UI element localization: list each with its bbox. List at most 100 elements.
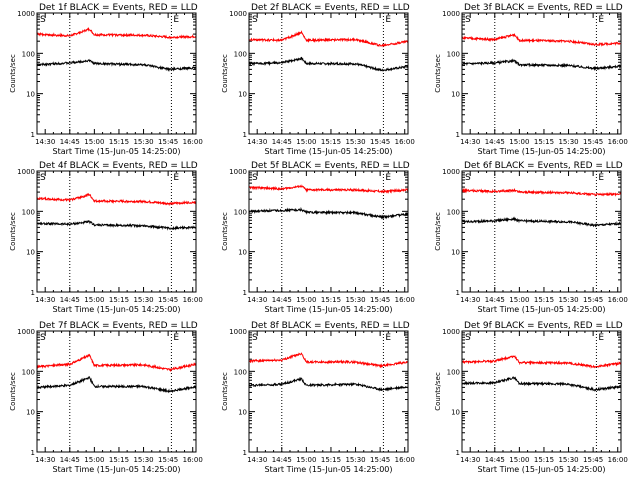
x-tick-label: 14:30 [460,296,480,304]
end-marker-label: E [173,15,179,25]
plot-frame [248,170,409,293]
start-marker-label: S [252,333,258,343]
y-tick-label: 100 [22,50,35,58]
end-marker-label: E [598,173,604,183]
x-tick-label: 15:00 [84,296,104,304]
detector-panel: Det 9f BLACK = Events, RED = LLD Counts/s… [434,321,628,474]
y-tick-label: 100 [22,208,35,216]
end-marker-label: E [385,15,391,25]
end-marker-label: E [598,15,604,25]
detector-panel: Det 2f BLACK = Events, RED = LLD Counts/s… [221,3,415,156]
x-tick-label: 15:45 [370,296,390,304]
events-series-line [248,376,409,392]
x-tick-label: 14:45 [60,296,80,304]
x-tick-label: 15:15 [321,138,341,146]
y-tick-label: 1 [243,449,247,457]
y-tick-label: 1 [243,289,247,297]
events-series-line [461,216,622,228]
x-axis-label: Start Time (15-Jun-05 14:25:00) [53,305,181,314]
x-tick-label: 15:15 [109,296,129,304]
y-tick-label: 100 [447,50,460,58]
panel-title: Det 4f BLACK = Events, RED = LLD [39,161,198,171]
panel-title: Det 3f BLACK = Events, RED = LLD [464,3,623,13]
x-tick-label: 15:00 [296,456,316,464]
x-tick-label: 15:45 [370,456,390,464]
events-series-line [248,206,409,220]
panel-title: Det 7f BLACK = Events, RED = LLD [39,321,198,331]
events-series-line [36,58,197,72]
y-tick-label: 100 [447,208,460,216]
plot-frame [248,330,409,453]
y-tick-label: 1000 [229,328,247,336]
detector-panel: Det 7f BLACK = Events, RED = LLD Counts/s… [9,321,203,474]
y-tick-label: 1000 [229,168,247,176]
start-marker-label: S [465,173,471,183]
detector-panel: Det 5f BLACK = Events, RED = LLD Counts/s… [221,161,415,314]
x-axis-label: Start Time (15-Jun-05 14:25:00) [478,465,606,474]
x-axis-label: Start Time (15-Jun-05 14:25:00) [478,305,606,314]
panel-title: Det 8f BLACK = Events, RED = LLD [251,321,410,331]
x-tick-label: 15:15 [321,296,341,304]
plot-frame [461,330,622,453]
x-tick-label: 16:00 [395,296,415,304]
panel-title: Det 5f BLACK = Events, RED = LLD [251,161,410,171]
y-tick-label: 10 [451,91,460,99]
x-tick-label: 15:30 [345,296,365,304]
x-tick-label: 15:15 [321,456,341,464]
end-marker-label: E [385,333,391,343]
y-tick-label: 10 [26,91,35,99]
x-tick-label: 15:45 [158,456,178,464]
y-axis-label: Counts/sec [434,212,442,251]
x-tick-label: 15:45 [158,296,178,304]
start-marker-label: S [465,333,471,343]
start-marker-label: S [252,173,258,183]
events-series-line [461,58,622,72]
x-tick-label: 15:30 [133,138,153,146]
x-tick-label: 14:30 [35,456,55,464]
x-tick-label: 15:00 [296,296,316,304]
x-tick-label: 15:45 [583,138,603,146]
panel-title: Det 9f BLACK = Events, RED = LLD [464,321,623,331]
panel-title: Det 1f BLACK = Events, RED = LLD [39,3,198,13]
y-tick-label: 1000 [442,10,460,18]
x-tick-label: 15:00 [509,456,529,464]
x-tick-label: 15:30 [345,138,365,146]
y-tick-label: 1000 [17,10,35,18]
events-series-line [36,219,197,231]
x-tick-label: 14:30 [460,456,480,464]
x-tick-label: 16:00 [183,456,203,464]
y-tick-label: 1000 [442,168,460,176]
x-axis-label: Start Time (15-Jun-05 14:25:00) [478,147,606,156]
events-series-line [248,56,409,72]
x-tick-label: 16:00 [183,296,203,304]
y-tick-label: 100 [234,50,247,58]
x-tick-label: 15:30 [558,138,578,146]
y-axis-label: Counts/sec [434,372,442,411]
lld-series-line [461,33,622,47]
y-tick-label: 10 [26,409,35,417]
panel-title: Det 6f BLACK = Events, RED = LLD [464,161,623,171]
panel-title: Det 2f BLACK = Events, RED = LLD [251,3,410,13]
x-tick-label: 16:00 [608,296,628,304]
detector-panel: Det 4f BLACK = Events, RED = LLD Counts/s… [9,161,203,314]
x-axis-label: Start Time (15-Jun-05 14:25:00) [265,465,393,474]
x-tick-label: 15:00 [296,138,316,146]
y-axis-label: Counts/sec [9,54,17,93]
x-tick-label: 15:30 [133,296,153,304]
x-tick-label: 14:30 [247,138,267,146]
detector-panel: Det 1f BLACK = Events, RED = LLD Counts/s… [9,3,203,156]
lld-series-line [461,355,622,369]
end-marker-label: E [173,333,179,343]
x-tick-label: 15:45 [158,138,178,146]
x-tick-label: 15:30 [558,456,578,464]
lld-series-line [248,184,409,194]
start-marker-label: S [40,15,46,25]
x-tick-label: 15:30 [133,456,153,464]
x-tick-label: 15:00 [84,456,104,464]
y-tick-label: 1000 [17,328,35,336]
y-tick-label: 10 [238,91,247,99]
x-tick-label: 15:15 [109,138,129,146]
y-tick-label: 100 [234,368,247,376]
x-tick-label: 15:45 [370,138,390,146]
x-tick-label: 15:15 [534,296,554,304]
